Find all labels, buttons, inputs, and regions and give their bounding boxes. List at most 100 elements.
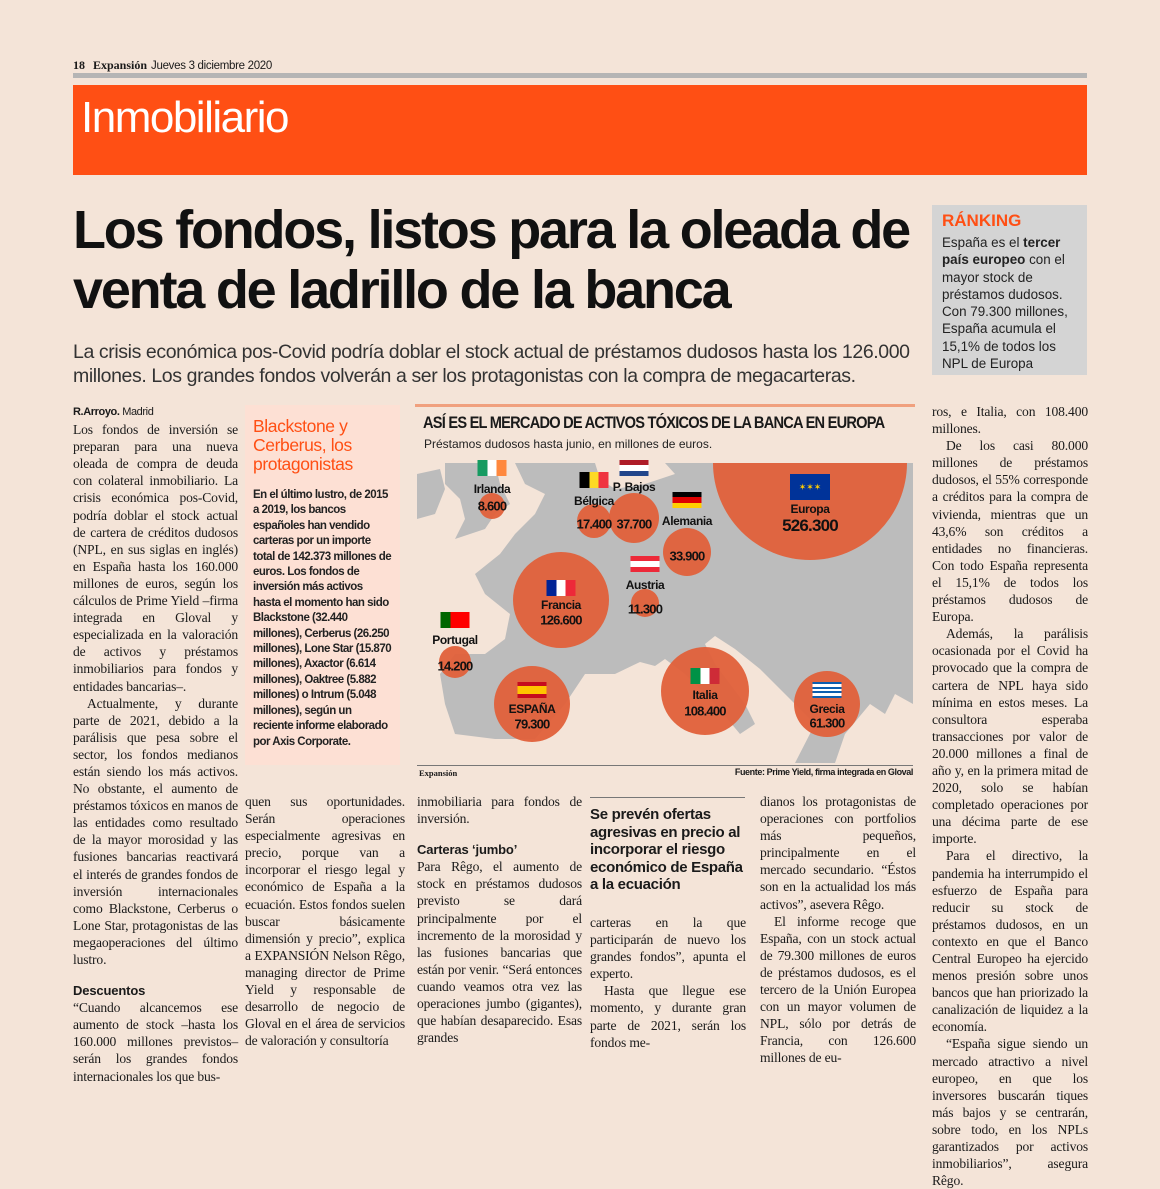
- europe-map-infographic: ASÍ ES EL MERCADO DE ACTIVOS TÓXICOS DE …: [415, 404, 915, 779]
- flag-icon: [630, 556, 660, 572]
- paragraph: Para Rêgo, el aumento de stock en présta…: [417, 859, 582, 1046]
- byline: R.Arroyo. Madrid: [73, 404, 238, 421]
- map-source: Fuente: Prime Yield, firma integrada en …: [734, 767, 914, 777]
- paragraph: Para el directivo, la pandemia ha interr…: [932, 848, 1088, 1035]
- bubble-alemania: [663, 528, 711, 576]
- map-top-rule: [415, 404, 915, 407]
- paragraph: Hasta que llegue ese momento, y durante …: [590, 983, 746, 1050]
- ranking-title: RÁNKING: [942, 211, 1022, 230]
- region-name: Europa: [790, 502, 830, 516]
- paragraph: Además, la parálisis ocasionada por el C…: [932, 626, 1088, 847]
- paragraph: dianos los protagonistas de operaciones …: [760, 794, 916, 912]
- region-value: 126.600: [540, 612, 582, 628]
- map-footer-rule: [417, 765, 913, 766]
- flag-icon: [672, 492, 702, 508]
- flag-icon: [619, 460, 649, 476]
- ranking-bold: tercer país europeo: [942, 235, 1061, 268]
- flag-icon: [579, 472, 609, 488]
- flag-icon: [690, 668, 720, 684]
- region-name: P. Bajos: [612, 480, 656, 494]
- paragraph: El informe recoge que España, con un sto…: [760, 913, 916, 1066]
- column-2: quen sus oportunidades. Serán operacione…: [245, 793, 405, 1049]
- bubble-bélgica: [577, 504, 611, 538]
- ranking-text: España es el: [942, 235, 1024, 250]
- sidebar-body: En el último lustro, de 2015 a 2019, los…: [253, 489, 392, 748]
- headline: Los fondos, listos para la oleada de ven…: [73, 200, 911, 320]
- region-value: 37.700: [616, 516, 653, 532]
- sea: [595, 463, 675, 489]
- europe-map: [417, 463, 913, 763]
- section-title: Inmobiliario: [81, 93, 289, 142]
- bubble-españa: [494, 666, 570, 742]
- region-name: Austria: [625, 578, 665, 592]
- bubble-irlanda: [479, 493, 505, 519]
- place: Madrid: [122, 406, 154, 418]
- uk-landmass: [445, 463, 510, 539]
- section-banner: Inmobiliario: [73, 85, 1087, 175]
- page-number: 18: [73, 58, 85, 72]
- folio: 18 Expansión Jueves 3 diciembre 2020: [73, 58, 272, 73]
- ireland-landmass: [417, 469, 445, 519]
- bubble-italia: [661, 647, 749, 735]
- region-value: 61.300: [809, 715, 846, 731]
- flag-icon: [440, 612, 470, 628]
- region-value: 8.600: [477, 498, 507, 514]
- paragraph: “España sigue siendo un mercado atractiv…: [932, 1036, 1088, 1189]
- paragraph: De los casi 80.000 millones de préstamos…: [932, 438, 1088, 625]
- bubble-portugal: [439, 646, 471, 678]
- flag-icon: [517, 682, 547, 698]
- deck: La crisis económica pos-Covid podría dob…: [73, 341, 910, 387]
- ranking-body: España es el tercer país europeo con el …: [942, 234, 1077, 372]
- region-name: Portugal: [432, 633, 478, 647]
- sidebar-title: Blackstone y Cerberus, los protagonistas: [253, 416, 353, 474]
- flag-icon: ✶✶✶: [790, 474, 830, 500]
- region-name: Italia: [692, 688, 718, 702]
- ranking-box: RÁNKING España es el tercer país europeo…: [932, 205, 1087, 375]
- column-1: R.Arroyo. Madrid Los fondos de inversión…: [73, 404, 238, 1085]
- subhead: Descuentos: [73, 983, 146, 999]
- column-5: dianos los protagonistas de operaciones …: [760, 793, 916, 1067]
- region-name: Alemania: [661, 514, 713, 528]
- region-value: 33.900: [669, 548, 706, 564]
- paragraph: ros, e Italia, con 108.400 millones.: [932, 404, 1088, 437]
- subhead: Carteras ‘jumbo’: [417, 842, 518, 858]
- region-name: Irlanda: [473, 482, 511, 496]
- flag-icon: [477, 460, 507, 476]
- flag-icon: [812, 682, 842, 698]
- pull-quote: Se prevén ofertas agresivas en precio al…: [590, 797, 745, 894]
- region-name: Bélgica: [574, 494, 614, 508]
- bubble-austria: [631, 589, 659, 617]
- date: Jueves 3 diciembre 2020: [151, 60, 272, 72]
- region-value: 108.400: [684, 703, 726, 719]
- bubble-grecia: [794, 671, 860, 737]
- column-3: inmobiliaria para fondos de inversión. C…: [417, 793, 582, 1046]
- region-value: 11.300: [627, 601, 663, 617]
- region-value: 17.400: [576, 516, 613, 532]
- paragraph: quen sus oportunidades. Serán operacione…: [245, 794, 405, 1049]
- sidebar-box: Blackstone y Cerberus, los protagonistas…: [245, 405, 400, 765]
- ranking-text: con el mayor stock de préstamos dudosos.…: [942, 252, 1068, 372]
- bubble-francia: [513, 552, 609, 648]
- map-title: ASÍ ES EL MERCADO DE ACTIVOS TÓXICOS DE …: [423, 413, 885, 432]
- paragraph: inmobiliaria para fondos de inversión.: [417, 794, 582, 827]
- flag-icon: [546, 580, 576, 596]
- brand: Expansión: [93, 58, 148, 72]
- region-value: 79.300: [514, 716, 551, 732]
- region-value: 14.200: [437, 658, 474, 674]
- author: R.Arroyo.: [73, 406, 120, 418]
- column-6: ros, e Italia, con 108.400 millones. De …: [932, 403, 1088, 1189]
- region-name: Francia: [541, 598, 581, 612]
- column-4: carteras en la que participarán de nuevo…: [590, 914, 746, 1051]
- paragraph: Actualmente, y durante parte de 2021, de…: [73, 695, 238, 967]
- map-credit: Expansión: [419, 768, 458, 778]
- paragraph: “Cuando alcancemos ese aumento de stock …: [73, 1000, 238, 1084]
- paragraph: carteras en la que participarán de nuevo…: [590, 915, 746, 982]
- bubble-europa: [713, 463, 907, 560]
- bubble-p-bajos: [609, 493, 659, 543]
- map-subtitle: Préstamos dudosos hasta junio, en millon…: [424, 437, 713, 451]
- paragraph: Los fondos de inversión se preparan para…: [73, 422, 238, 694]
- region-name: Grecia: [809, 702, 845, 716]
- region-name: ESPAÑA: [508, 702, 556, 716]
- region-value: 526.300: [782, 516, 839, 535]
- top-rule: [73, 73, 1087, 78]
